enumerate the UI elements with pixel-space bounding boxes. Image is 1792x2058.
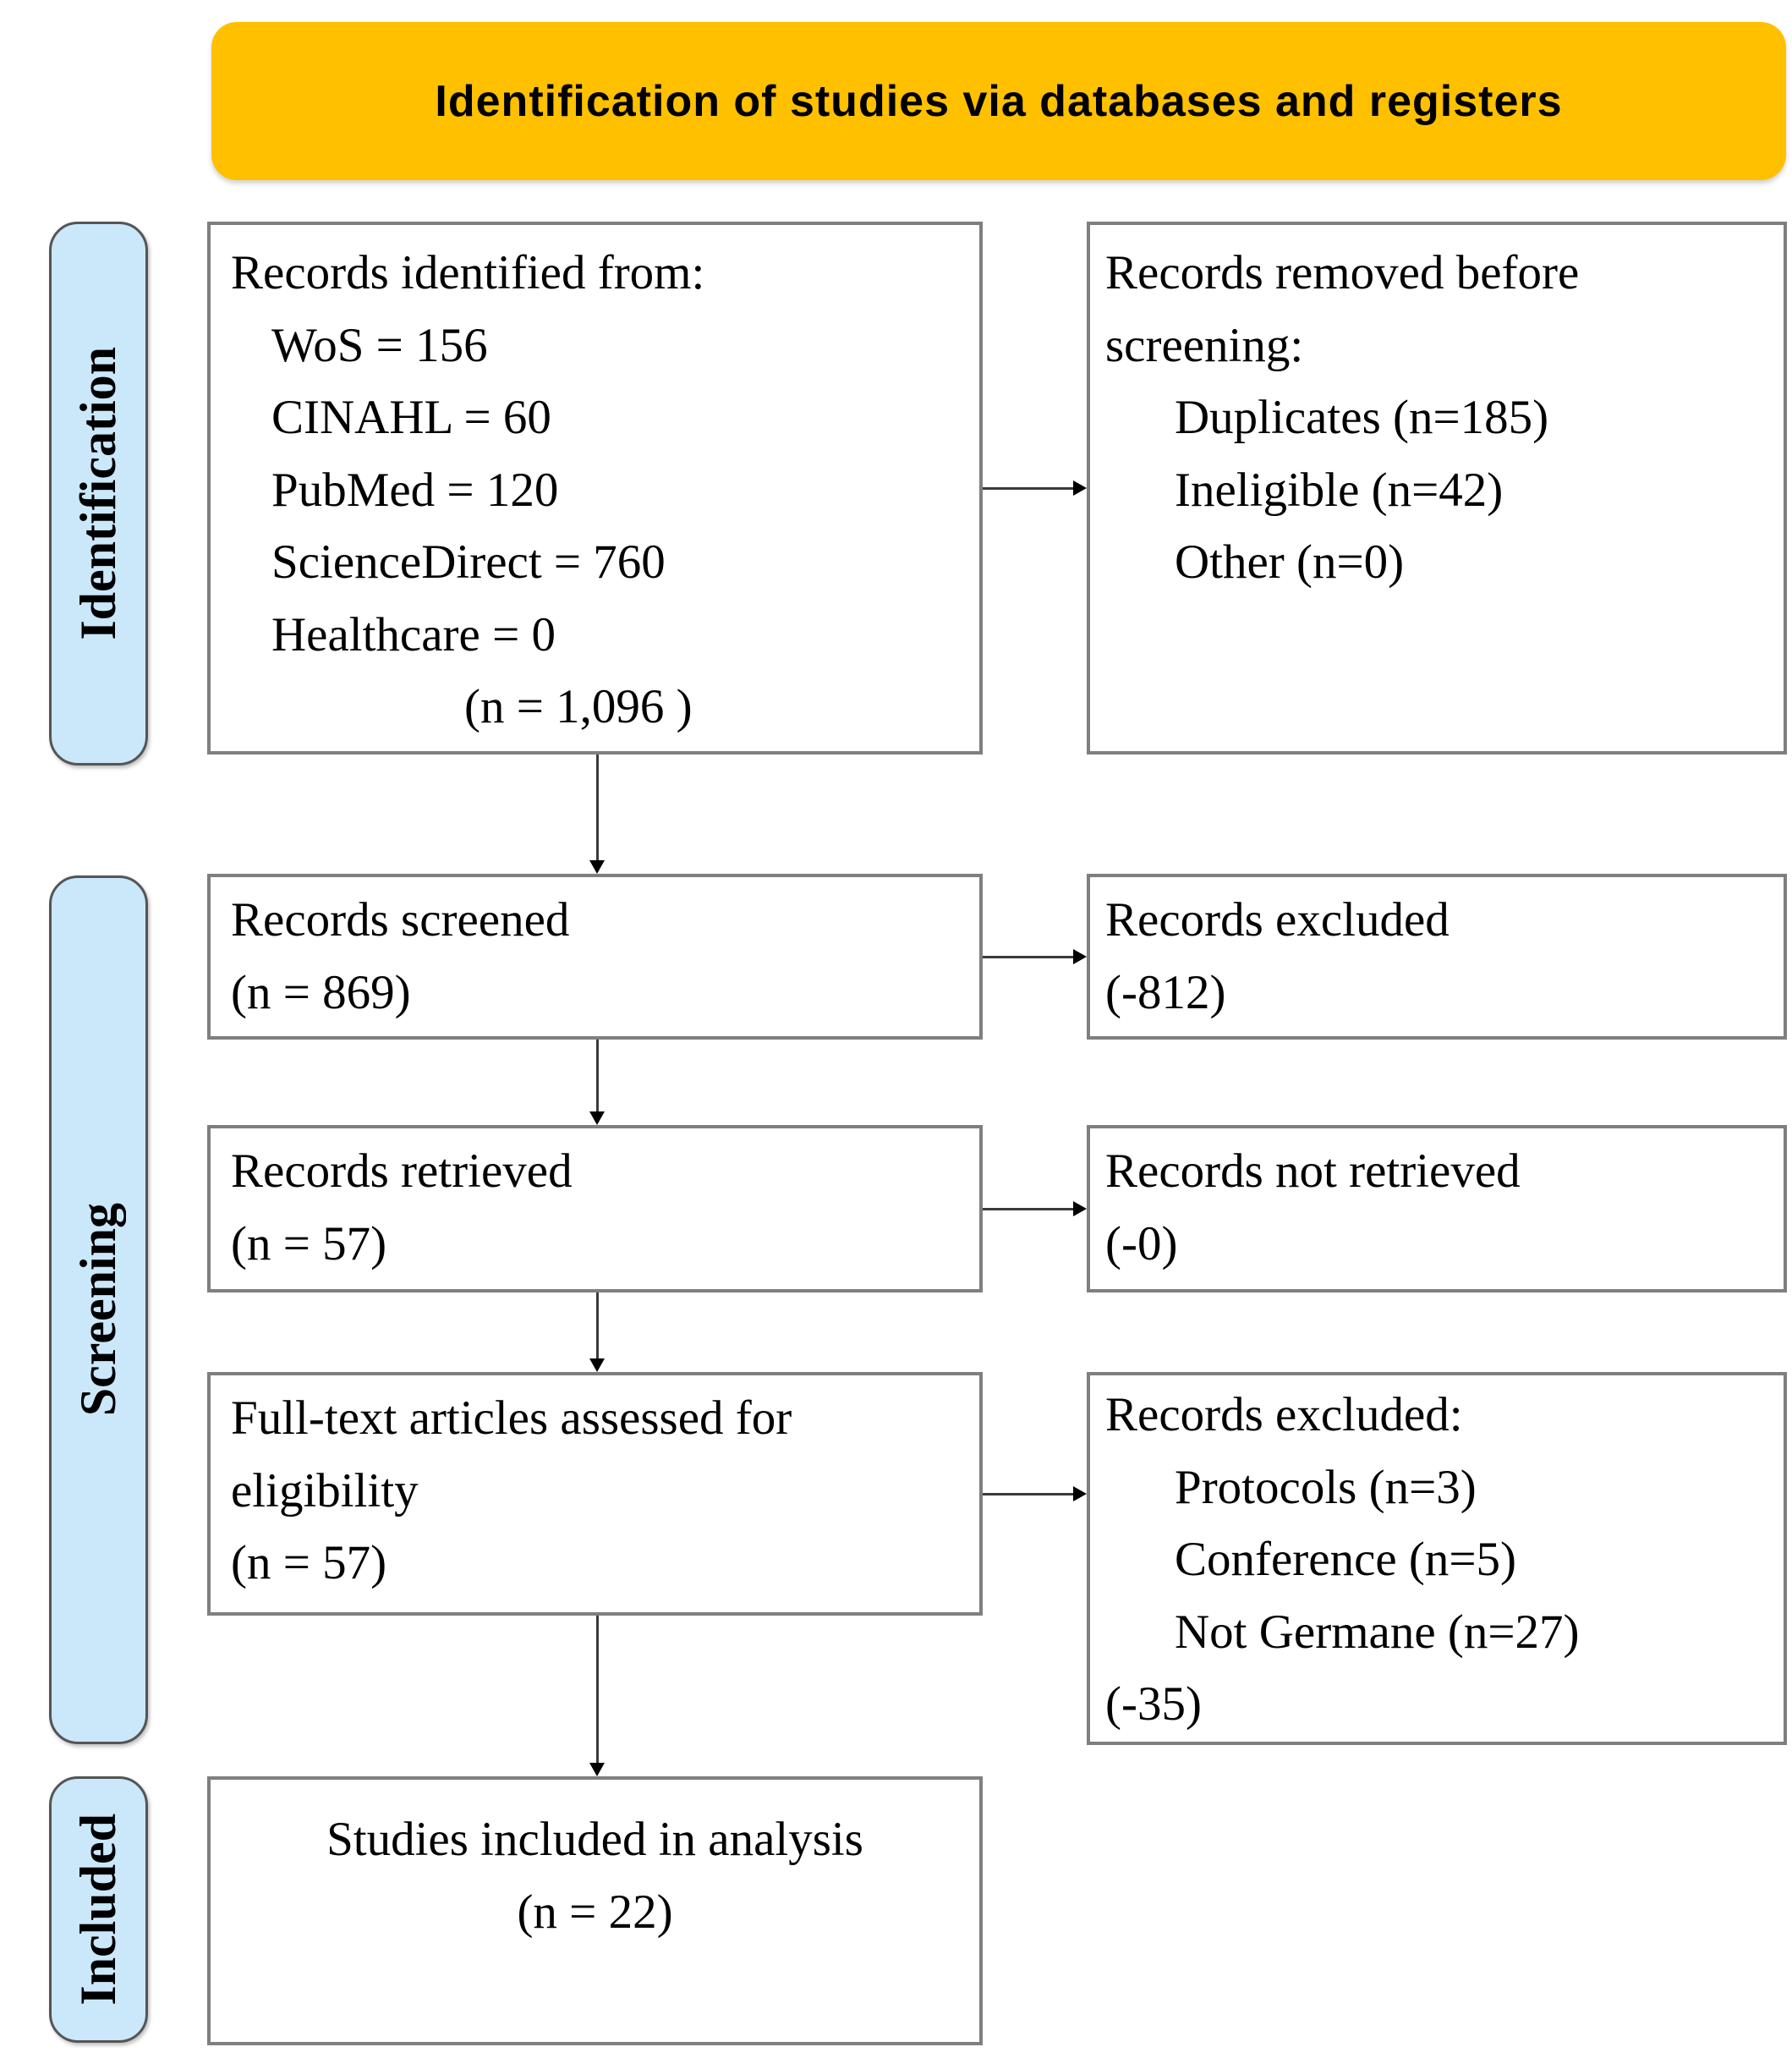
connector-line (983, 487, 1074, 490)
box-line: (n = 22) (517, 1885, 673, 1939)
box-line: Not Germane (n=27) (1175, 1605, 1580, 1659)
box-line: screening: (1105, 318, 1304, 372)
stage-bar-identification: Identification (49, 222, 148, 766)
connector-line (596, 755, 599, 861)
records-not-retrieved-box: Records not retrieved (-0) (1087, 1125, 1787, 1292)
box-line: Records excluded: (1105, 1388, 1463, 1441)
box-line: Conference (n=5) (1175, 1533, 1517, 1586)
box-line: Healthcare = 0 (271, 607, 556, 661)
box-line: Records not retrieved (1105, 1144, 1521, 1198)
connector-line (596, 1616, 599, 1764)
right-arrowhead-icon (1073, 1201, 1087, 1216)
stage-bar-included: Included (49, 1776, 148, 2043)
box-line: Full-text articles assessed for (231, 1391, 792, 1445)
stage-label-included: Included (70, 1814, 126, 2006)
fulltext-assessed-box: Full-text articles assessed for eligibil… (207, 1372, 983, 1616)
box-line: (n = 57) (231, 1216, 387, 1270)
down-arrowhead-icon (589, 1358, 605, 1372)
box-line: Ineligible (n=42) (1175, 463, 1504, 517)
box-line: (n = 1,096 ) (464, 680, 693, 733)
box-line: Studies included in analysis (326, 1813, 863, 1866)
records-removed-box: Records removed before screening: Duplic… (1087, 222, 1787, 755)
box-line: Duplicates (n=185) (1175, 391, 1549, 444)
right-arrowhead-icon (1073, 949, 1087, 964)
box-line: Records excluded (1105, 893, 1449, 947)
down-arrowhead-icon (589, 860, 605, 874)
box-line: Records retrieved (231, 1144, 573, 1198)
box-line: ScienceDirect = 760 (271, 535, 666, 589)
box-line: Records identified from: (231, 246, 705, 299)
studies-included-box: Studies included in analysis (n = 22) (207, 1776, 983, 2045)
right-arrowhead-icon (1073, 1486, 1087, 1501)
right-arrowhead-icon (1073, 480, 1087, 496)
box-line: Protocols (n=3) (1175, 1460, 1477, 1514)
banner: Identification of studies via databases … (211, 22, 1786, 180)
records-retrieved-box: Records retrieved (n = 57) (207, 1125, 983, 1292)
box-line: Other (n=0) (1175, 535, 1405, 589)
box-line: CINAHL = 60 (271, 391, 551, 444)
records-identified-box: Records identified from: WoS = 156 CINAH… (207, 222, 983, 755)
box-line: (-812) (1105, 965, 1226, 1019)
records-excluded-eligibility-box: Records excluded: Protocols (n=3) Confer… (1087, 1372, 1787, 1745)
connector-line (596, 1040, 599, 1112)
connector-line (596, 1292, 599, 1359)
box-line: (n = 57) (231, 1536, 387, 1589)
connector-line (983, 956, 1074, 958)
stage-label-identification: Identification (70, 347, 126, 640)
box-line: (-0) (1105, 1216, 1178, 1270)
connector-line (983, 1493, 1074, 1495)
records-excluded-box: Records excluded (-812) (1087, 874, 1787, 1040)
banner-title: Identification of studies via databases … (435, 76, 1563, 126)
stage-label-screening: Screening (70, 1203, 126, 1417)
records-screened-box: Records screened (n = 869) (207, 874, 983, 1040)
box-line: PubMed = 120 (271, 463, 559, 517)
connector-line (983, 1208, 1074, 1210)
box-line: Records removed before (1105, 246, 1580, 299)
box-line: (-35) (1105, 1677, 1202, 1731)
box-line: WoS = 156 (271, 318, 488, 372)
stage-bar-screening: Screening (49, 875, 148, 1744)
box-line: eligibility (231, 1463, 419, 1517)
down-arrowhead-icon (589, 1111, 605, 1125)
box-line: Records screened (231, 893, 570, 947)
box-line: (n = 869) (231, 965, 411, 1019)
down-arrowhead-icon (589, 1763, 605, 1776)
